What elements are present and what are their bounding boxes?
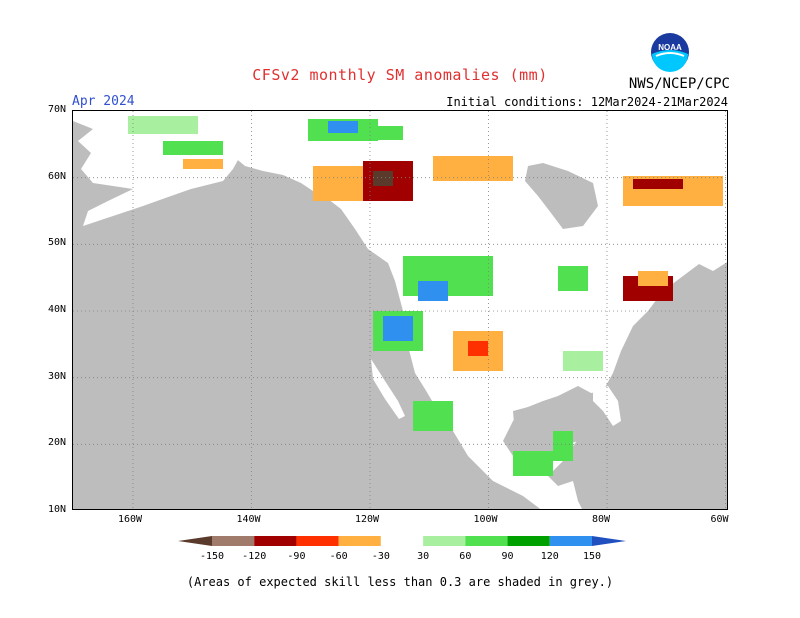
colorbar-tick-label: 120 xyxy=(541,551,559,562)
lon-label: 120W xyxy=(355,514,380,525)
lat-label: 20N xyxy=(48,437,67,449)
anomaly-map xyxy=(72,110,728,510)
colorbar-tick-label: 30 xyxy=(417,551,429,562)
lat-label: 40N xyxy=(48,304,67,315)
colorbar-arrow-low xyxy=(178,536,212,546)
lat-label: 30N xyxy=(48,370,67,382)
noaa-logo: NOAA xyxy=(650,32,690,72)
colorbar-tick-label: 90 xyxy=(502,551,514,562)
colorbar-segment xyxy=(254,536,297,546)
colorbar-tick-label: -90 xyxy=(287,551,305,562)
lon-label: 100W xyxy=(473,514,498,525)
colorbar-segment xyxy=(423,536,466,546)
colorbar-segment xyxy=(212,536,255,546)
colorbar-tick-label: -60 xyxy=(330,551,348,562)
lat-label: 10N xyxy=(48,504,67,515)
colorbar-tick-label: -150 xyxy=(200,551,224,562)
colorbar-segment xyxy=(549,536,592,546)
lat-label: 50N xyxy=(48,237,67,249)
lat-label: 70N xyxy=(48,104,67,115)
lon-label: 160W xyxy=(118,514,143,525)
lon-label: 140W xyxy=(236,514,261,525)
lat-lon-gridlines xyxy=(73,111,727,509)
agency-label: NWS/NCEP/CPC xyxy=(628,76,730,92)
colorbar-segment xyxy=(507,536,550,546)
greenland-landmass xyxy=(633,111,727,171)
atlantic-mask xyxy=(594,301,727,509)
colorbar-tick-label: -120 xyxy=(242,551,266,562)
pacific-coast-mask xyxy=(73,221,511,509)
lon-label: 80W xyxy=(592,514,611,525)
gulf-of-california xyxy=(378,361,418,411)
colorbar-segment xyxy=(338,536,381,546)
colorbar-segment xyxy=(465,536,508,546)
colorbar: -150 -120 -90 -60 -30 30 60 90 120 150 xyxy=(172,534,632,562)
colorbar-segment xyxy=(380,536,424,546)
map-title: CFSv2 monthly SM anomalies (mm) xyxy=(252,66,548,84)
colorbar-segment xyxy=(296,536,339,546)
initial-conditions-label: Initial conditions: 12Mar2024-21Mar2024 xyxy=(446,95,728,109)
colorbar-arrow-high xyxy=(592,536,626,546)
anomaly-patches xyxy=(128,116,723,476)
noaa-logo-text: NOAA xyxy=(658,43,682,52)
lat-label: 60N xyxy=(48,170,67,182)
colorbar-tick-label: -30 xyxy=(372,551,390,562)
florida xyxy=(593,386,621,426)
lead-month-label: Apr 2024 xyxy=(72,94,135,109)
colorbar-tick-label: 60 xyxy=(459,551,471,562)
skill-note: (Areas of expected skill less than 0.3 a… xyxy=(186,575,614,589)
baja-peninsula xyxy=(371,359,405,419)
hudson-bay xyxy=(525,163,598,229)
lon-label: 60W xyxy=(710,514,729,525)
colorbar-tick-label: 150 xyxy=(583,551,601,562)
